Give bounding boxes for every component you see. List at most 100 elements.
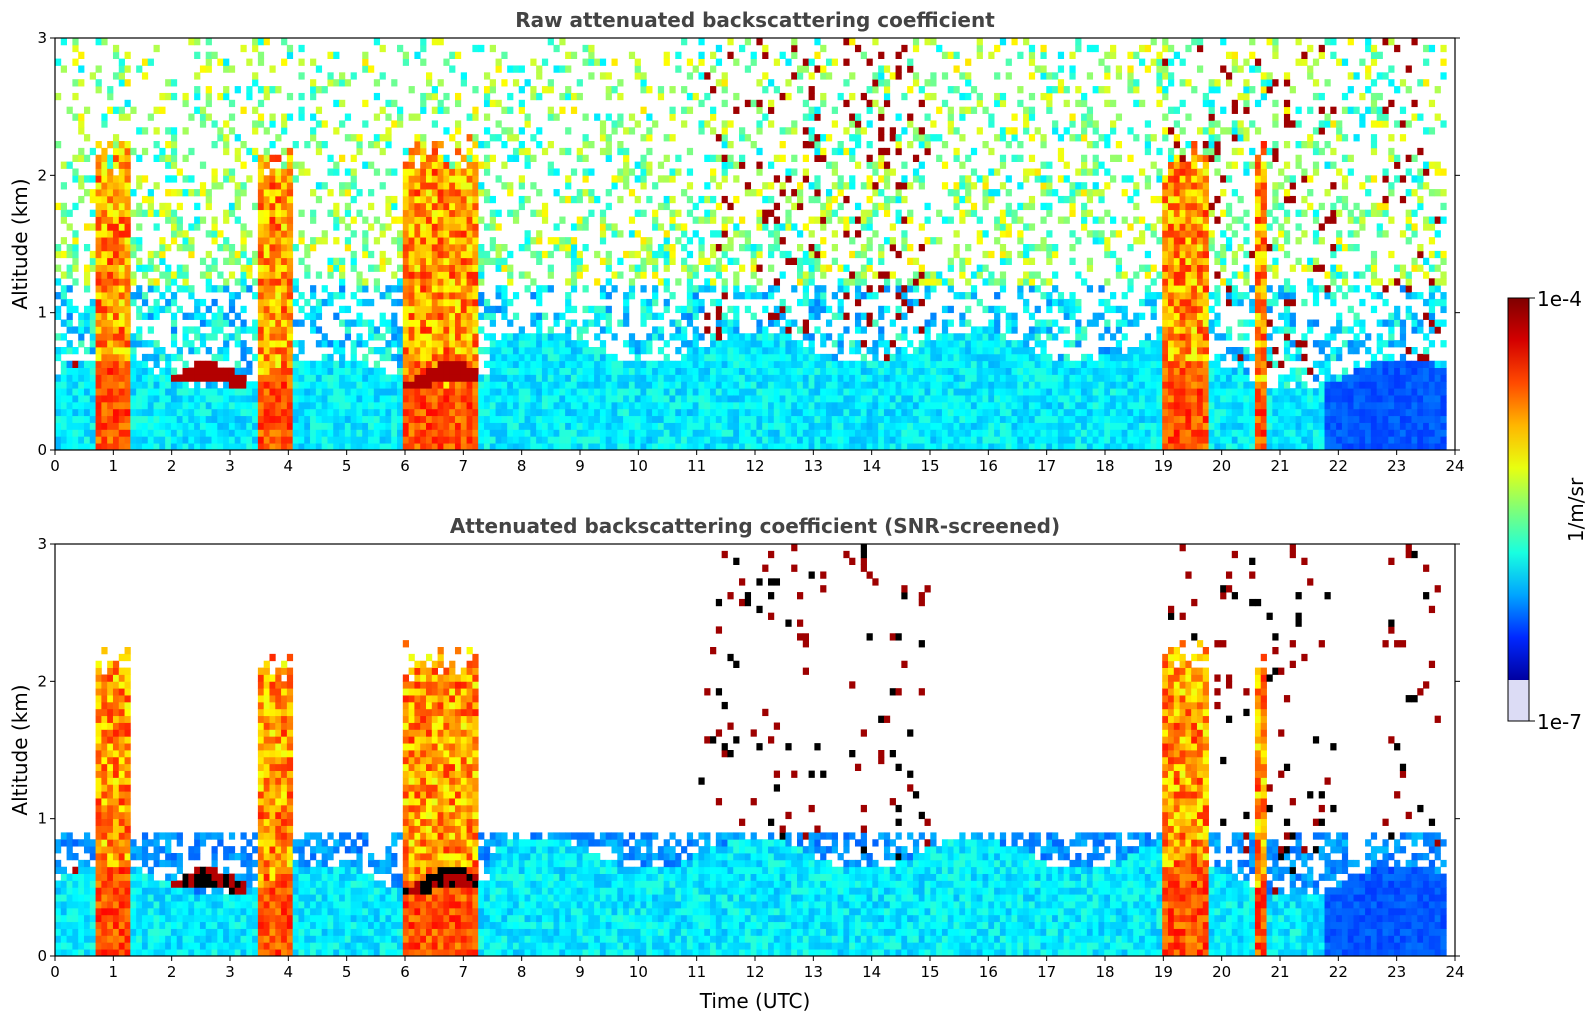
heatmap-cell bbox=[159, 154, 166, 162]
heatmap-cell bbox=[483, 360, 491, 368]
heatmap-cell bbox=[257, 312, 265, 320]
heatmap-cell bbox=[478, 443, 485, 450]
heatmap-cell bbox=[182, 340, 189, 348]
heatmap-cell bbox=[286, 353, 294, 362]
heatmap-cell bbox=[623, 360, 630, 368]
heatmap-cell bbox=[669, 292, 676, 300]
heatmap-cell bbox=[211, 120, 218, 128]
heatmap-cell bbox=[860, 415, 867, 423]
heatmap-cell bbox=[95, 195, 102, 204]
heatmap-cell bbox=[860, 443, 867, 450]
heatmap-cell bbox=[252, 38, 259, 46]
heatmap-cell bbox=[234, 340, 241, 348]
heatmap-cell bbox=[246, 367, 253, 375]
heatmap-cell bbox=[912, 285, 920, 293]
heatmap-cell bbox=[211, 388, 218, 396]
heatmap-cell bbox=[843, 278, 850, 286]
heatmap-cell bbox=[246, 429, 253, 437]
heatmap-cell bbox=[739, 161, 746, 169]
heatmap-cell bbox=[165, 154, 172, 162]
heatmap-cell bbox=[153, 223, 160, 231]
heatmap-cell bbox=[791, 374, 798, 382]
heatmap-cell bbox=[165, 127, 172, 135]
heatmap-cell bbox=[414, 189, 421, 197]
heatmap-cell bbox=[657, 244, 665, 252]
heatmap-cell bbox=[315, 326, 323, 334]
heatmap-cell bbox=[924, 422, 931, 430]
heatmap-cell bbox=[333, 436, 340, 444]
heatmap-cell bbox=[750, 312, 757, 320]
heatmap-cell bbox=[165, 175, 172, 183]
heatmap-cell bbox=[565, 374, 572, 382]
heatmap-cell bbox=[530, 347, 537, 355]
heatmap-cell bbox=[333, 168, 340, 176]
heatmap-cell bbox=[333, 223, 340, 231]
heatmap-cell bbox=[652, 120, 659, 128]
heatmap-cell bbox=[849, 340, 856, 348]
heatmap-cell bbox=[124, 79, 131, 87]
heatmap-cell bbox=[895, 353, 902, 362]
heatmap-cell bbox=[675, 381, 682, 389]
heatmap-cell bbox=[263, 175, 270, 183]
heatmap-cell bbox=[547, 161, 554, 169]
heatmap-cell bbox=[333, 79, 340, 87]
heatmap-cell bbox=[814, 147, 821, 156]
heatmap-cell bbox=[391, 436, 398, 444]
heatmap-cell bbox=[228, 388, 236, 396]
heatmap-cell bbox=[814, 175, 821, 183]
heatmap-cell bbox=[443, 216, 450, 224]
heatmap-cell bbox=[449, 285, 456, 293]
heatmap-cell bbox=[437, 182, 444, 190]
heatmap-cell bbox=[808, 141, 815, 149]
heatmap-cell bbox=[605, 250, 612, 259]
heatmap-cell bbox=[83, 436, 91, 444]
heatmap-cell bbox=[310, 360, 317, 368]
heatmap-cell bbox=[89, 264, 96, 272]
heatmap-cell bbox=[356, 271, 363, 279]
heatmap-cell bbox=[750, 189, 757, 197]
heatmap-cell bbox=[773, 408, 781, 417]
heatmap-cell bbox=[588, 319, 595, 327]
heatmap-cell bbox=[194, 415, 201, 423]
heatmap-cell bbox=[599, 408, 607, 417]
heatmap-cell bbox=[55, 312, 62, 320]
heatmap-cell bbox=[66, 223, 73, 231]
heatmap-cell bbox=[907, 415, 914, 423]
heatmap-cell bbox=[205, 415, 212, 423]
heatmap-cell bbox=[263, 401, 270, 410]
heatmap-cell bbox=[820, 340, 827, 348]
heatmap-cell bbox=[159, 147, 166, 156]
heatmap-cell bbox=[124, 271, 131, 279]
heatmap-cell bbox=[466, 347, 473, 355]
heatmap-cell bbox=[194, 374, 201, 382]
heatmap-cell bbox=[495, 305, 502, 314]
heatmap-cell bbox=[495, 436, 502, 444]
heatmap-cell bbox=[768, 408, 775, 417]
heatmap-cell bbox=[739, 401, 746, 410]
heatmap-cell bbox=[518, 340, 525, 348]
heatmap-cell bbox=[663, 285, 670, 293]
heatmap-cell bbox=[570, 395, 578, 403]
heatmap-cell bbox=[483, 388, 491, 396]
heatmap-cell bbox=[883, 79, 891, 87]
heatmap-cell bbox=[315, 271, 323, 279]
heatmap-cell bbox=[130, 271, 137, 279]
heatmap-cell bbox=[721, 388, 728, 396]
heatmap-cell bbox=[339, 429, 346, 437]
heatmap-cell bbox=[188, 250, 195, 259]
heatmap-cell bbox=[165, 408, 172, 417]
heatmap-cell bbox=[872, 381, 879, 389]
heatmap-cell bbox=[112, 195, 120, 204]
heatmap-cell bbox=[559, 244, 566, 252]
heatmap-cell bbox=[849, 374, 856, 382]
heatmap-cell bbox=[518, 401, 525, 410]
heatmap-cell bbox=[269, 429, 276, 437]
heatmap-cell bbox=[889, 168, 896, 176]
heatmap-cell bbox=[362, 401, 369, 410]
heatmap-cell bbox=[55, 292, 62, 300]
heatmap-cell bbox=[895, 250, 902, 259]
heatmap-cell bbox=[605, 141, 612, 149]
heatmap-cell bbox=[443, 154, 450, 162]
heatmap-cell bbox=[744, 65, 752, 73]
heatmap-cell bbox=[489, 223, 496, 231]
